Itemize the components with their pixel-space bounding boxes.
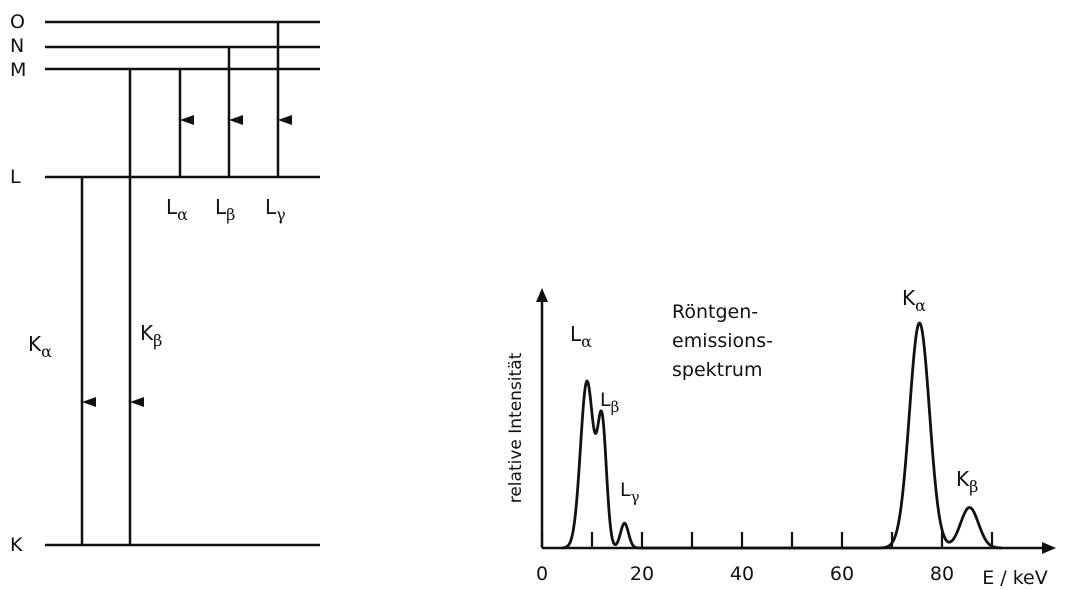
label-l-gamma: Lγ — [265, 195, 286, 224]
spectrum-chart: 0 20 40 60 80 E / keV relative Intensität Rö… — [506, 286, 1056, 589]
level-label-k: K — [10, 534, 23, 556]
peak-label-l-gamma: Lγ — [620, 479, 640, 506]
level-label-m: M — [10, 59, 26, 81]
peak-label-k-alpha: Kα — [902, 286, 926, 315]
x-tick-labels: 0 20 40 60 80 — [536, 563, 954, 585]
label-l-beta: Lβ — [215, 195, 235, 224]
level-label-o: O — [10, 11, 25, 33]
x-axis-arrowhead — [1042, 542, 1056, 554]
y-axis-label: relative Intensität — [506, 352, 526, 503]
level-labels: O N M L K — [10, 11, 26, 556]
x-tick-label: 60 — [830, 563, 854, 585]
label-k-beta: Kβ — [140, 321, 162, 350]
x-axis-label: E / keV — [982, 567, 1048, 589]
spectrum-title-line-1: Röntgen- — [672, 301, 758, 323]
label-k-alpha: Kα — [28, 332, 52, 361]
energy-level-diagram — [45, 20, 320, 547]
spectrum-title-line-3: spektrum — [672, 359, 762, 381]
level-label-n: N — [10, 35, 24, 57]
transition-labels: Lα Lβ Lγ Kα Kβ — [28, 195, 286, 361]
spectrum-curve — [561, 321, 1003, 550]
x-tick-label: 0 — [536, 563, 548, 585]
x-tick-label: 20 — [630, 563, 654, 585]
peak-label-l-beta: Lβ — [600, 389, 619, 416]
level-label-l: L — [10, 166, 21, 188]
x-tick-label: 80 — [930, 563, 954, 585]
label-l-alpha: Lα — [166, 195, 188, 224]
spectrum-title-line-2: emissions- — [672, 330, 773, 352]
x-tick-label: 40 — [730, 563, 754, 585]
x-ticks — [540, 532, 994, 548]
y-axis-arrowhead — [536, 288, 548, 302]
peak-label-k-beta: Kβ — [956, 467, 978, 496]
peak-label-l-alpha: Lα — [570, 322, 592, 351]
transition-arrows — [80, 22, 292, 545]
